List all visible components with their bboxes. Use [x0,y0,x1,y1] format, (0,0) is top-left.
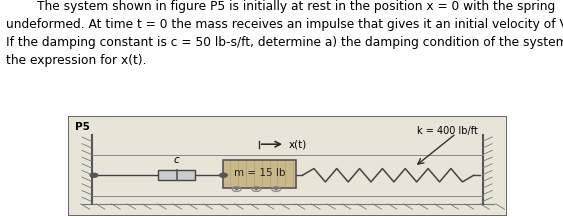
Text: x(t): x(t) [288,139,307,149]
Circle shape [255,189,257,190]
Circle shape [275,189,277,190]
Text: c: c [173,155,179,165]
Bar [224,160,296,188]
Circle shape [90,173,98,177]
Text: k = 400 lb/ft: k = 400 lb/ft [417,126,478,136]
Circle shape [235,189,238,190]
Text: P5: P5 [75,121,90,131]
Circle shape [220,173,227,177]
Bar [158,170,195,180]
Text: m = 15 lb: m = 15 lb [234,168,285,178]
Text: The system shown in figure P5 is initially at rest in the position x = 0 with th: The system shown in figure P5 is initial… [6,0,563,67]
